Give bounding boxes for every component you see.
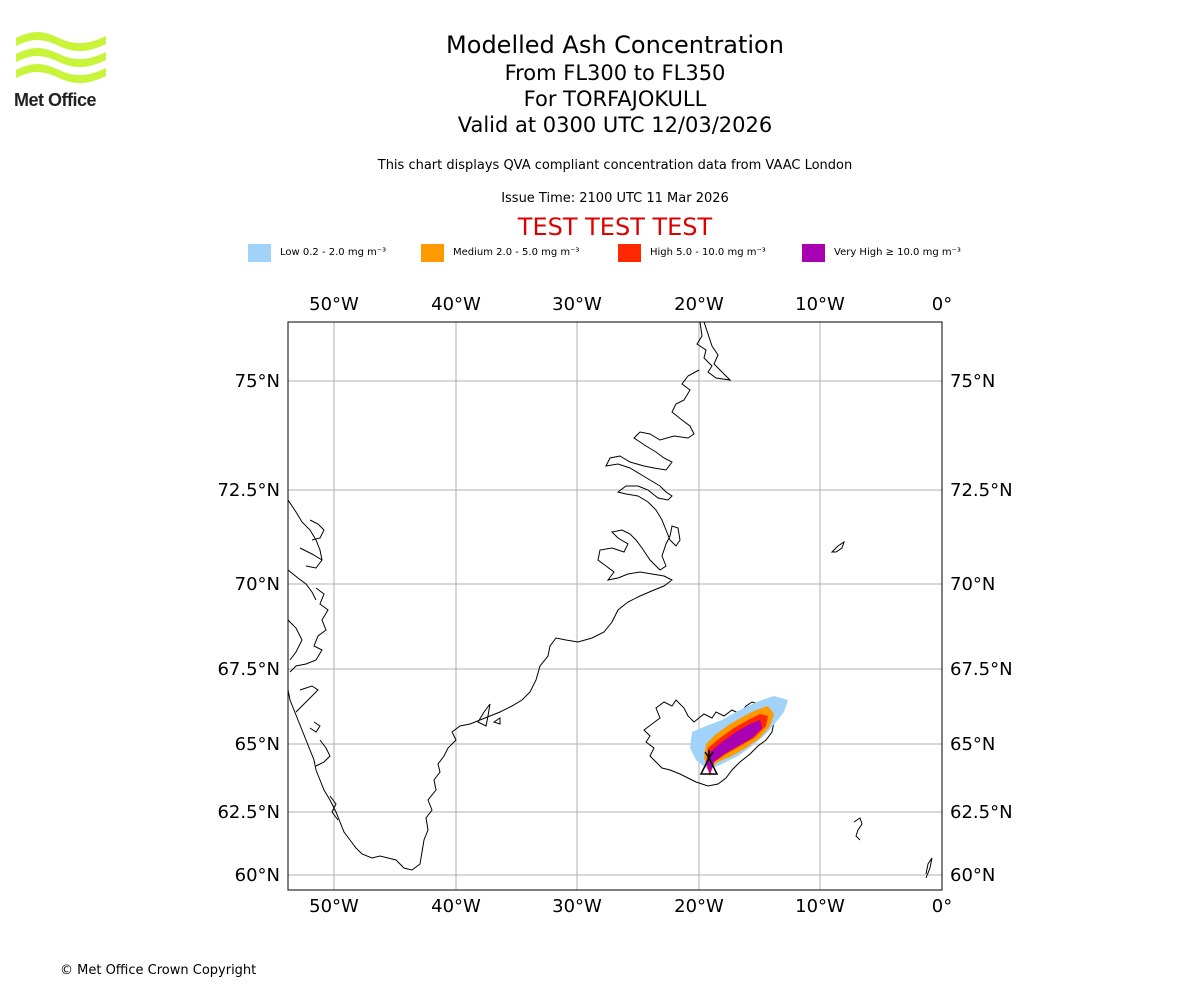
lat-label-left: 70°N bbox=[235, 574, 280, 595]
legend-swatch-high bbox=[618, 244, 641, 262]
met-office-logo: Met Office bbox=[14, 30, 109, 110]
lon-label-bottom: 10°W bbox=[795, 896, 845, 917]
ash-very-high-zone bbox=[706, 720, 762, 774]
lon-label-top: 10°W bbox=[795, 294, 845, 315]
chart-titles: Modelled Ash Concentration From FL300 to… bbox=[340, 30, 890, 138]
lat-labels-right: 75°N 72.5°N 70°N 67.5°N 65°N 62.5°N 60°N bbox=[950, 371, 1013, 886]
ash-cloud bbox=[690, 696, 788, 776]
volcano-marker-icon bbox=[699, 750, 719, 775]
lat-label-right: 62.5°N bbox=[950, 802, 1013, 823]
flight-level-range: From FL300 to FL350 bbox=[504, 61, 726, 85]
lon-labels-bottom: 50°W 40°W 30°W 20°W 10°W 0° bbox=[309, 896, 952, 917]
copyright: © Met Office Crown Copyright bbox=[60, 963, 257, 978]
lat-label-right: 70°N bbox=[950, 574, 995, 595]
legend-swatch-very-high bbox=[802, 244, 825, 262]
legend-label-very-high: Very High ≥ 10.0 mg m⁻³ bbox=[834, 247, 961, 258]
lat-label-left: 72.5°N bbox=[217, 480, 280, 501]
lon-label-top: 20°W bbox=[674, 294, 724, 315]
chart-title: Modelled Ash Concentration bbox=[446, 31, 784, 59]
lat-label-left: 65°N bbox=[235, 734, 280, 755]
lat-label-right: 60°N bbox=[950, 865, 995, 886]
lon-label-bottom: 30°W bbox=[552, 896, 602, 917]
faroe-islands bbox=[853, 817, 863, 841]
lat-label-right: 65°N bbox=[950, 734, 995, 755]
iceland-coastline bbox=[643, 699, 775, 787]
lat-label-left: 67.5°N bbox=[217, 659, 280, 680]
lon-label-top: 50°W bbox=[309, 294, 359, 315]
lon-label-bottom: 40°W bbox=[431, 896, 481, 917]
greenland-fjord-details bbox=[288, 499, 501, 821]
lat-label-right: 72.5°N bbox=[950, 480, 1013, 501]
map-frame bbox=[287, 321, 943, 891]
greenland-east-coastline bbox=[288, 322, 732, 871]
lat-labels-left: 75°N 72.5°N 70°N 67.5°N 65°N 62.5°N 60°N bbox=[217, 371, 280, 886]
lat-label-right: 75°N bbox=[950, 371, 995, 392]
map-gridlines bbox=[288, 322, 942, 890]
lon-label-bottom: 50°W bbox=[309, 896, 359, 917]
lon-label-bottom: 20°W bbox=[674, 896, 724, 917]
logo-text: Met Office bbox=[14, 90, 97, 110]
volcano-name: For TORFAJOKULL bbox=[523, 87, 707, 111]
legend-swatch-medium bbox=[421, 244, 444, 262]
legend-label-low: Low 0.2 - 2.0 mg m⁻³ bbox=[280, 247, 387, 258]
lon-label-top: 0° bbox=[932, 294, 952, 315]
lon-label-top: 30°W bbox=[552, 294, 602, 315]
legend-label-high: High 5.0 - 10.0 mg m⁻³ bbox=[650, 247, 766, 258]
lat-label-left: 62.5°N bbox=[217, 802, 280, 823]
issue-time: Issue Time: 2100 UTC 11 Mar 2026 bbox=[501, 191, 729, 206]
lon-labels-top: 50°W 40°W 30°W 20°W 10°W 0° bbox=[309, 294, 952, 315]
lat-label-right: 67.5°N bbox=[950, 659, 1013, 680]
shetland-islands bbox=[925, 857, 933, 879]
lat-label-left: 75°N bbox=[235, 371, 280, 392]
valid-time: Valid at 0300 UTC 12/03/2026 bbox=[457, 113, 773, 137]
jan-mayen-island bbox=[830, 540, 845, 553]
qva-note: This chart displays QVA compliant concen… bbox=[377, 158, 853, 173]
legend-swatch-low bbox=[248, 244, 271, 262]
met-office-waves-icon bbox=[16, 32, 106, 84]
lat-label-left: 60°N bbox=[235, 865, 280, 886]
lon-label-bottom: 0° bbox=[932, 896, 952, 917]
test-banner: TEST TEST TEST bbox=[517, 213, 713, 241]
legend-label-medium: Medium 2.0 - 5.0 mg m⁻³ bbox=[453, 247, 580, 258]
lon-label-top: 40°W bbox=[431, 294, 481, 315]
